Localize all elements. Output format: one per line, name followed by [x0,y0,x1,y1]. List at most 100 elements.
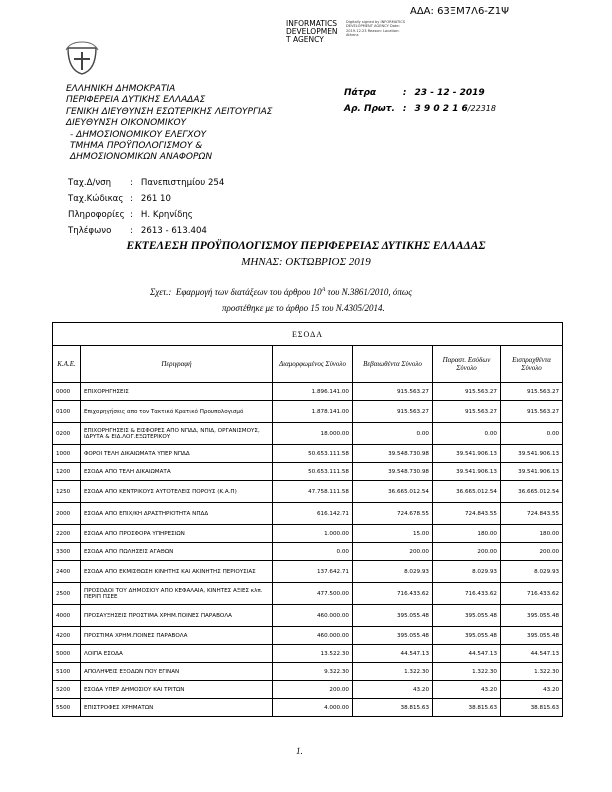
title: ΕΚΤΕΛΕΣΗ ΠΡΟΫΠΟΛΟΓΙΣΜΟΥ ΠΕΡΙΦΕΡΕΙΑΣ ΔΥΤΙ… [126,240,486,252]
amount: 477.500.00 [272,582,353,605]
amount: 915.563.27 [432,400,501,423]
column-header: Εισπραχθέντα Σύνολο [499,345,564,383]
issuer-line: ΠΕΡΙΦΕΡΕΙΑ ΔΥΤΙΚΗΣ ΕΛΛΑΔΑΣ [66,95,206,106]
amount: 1.322.30 [352,662,433,681]
amount: 39.541.906.13 [432,444,501,463]
code: 0000 [52,382,81,401]
amount: 137.642.71 [272,560,353,583]
amount: 38.815.63 [352,698,433,717]
reference-line: προστέθηκε με το άρθρο 15 του Ν.4305/201… [222,303,385,313]
section-title: ΕΣΟΔΑ [51,322,564,346]
amount: 724.843.55 [432,502,501,525]
date: 23 - 12 - 2019 [414,88,485,98]
table-row: 1200 ΕΣΟΔΑ ΑΠΟ ΤΕΛΗ ΔΙΚΑΙΩΜΑΤΑ 50.653.111.… [52,462,564,481]
description: ΑΠΟΛΗΨΕΙΣ ΕΞΟΔΩΝ ΠΟΥ ΕΓΙΝΑΝ [80,662,273,681]
amount: 1.878.141.00 [272,400,353,423]
issuer-line: ΔΙΕΥΘΥΝΣΗ ΟΙΚΟΝΟΜΙΚΟΥ [66,118,187,129]
date-protocol: Πάτρα : 23 - 12 - 2019 Αρ. Πρωτ. : 3 9 0… [342,84,504,118]
amount: 200.00 [499,542,564,561]
amount: 1.322.30 [432,662,501,681]
amount: 395.055.48 [352,626,433,645]
column-header: Διαμορφωμένος Σύνολο [272,345,353,383]
code: 4000 [52,604,81,627]
amount: 9.322.30 [272,662,353,681]
amount: 915.563.27 [352,382,433,401]
contact-row: Ταχ.Κώδικας:261 10 [68,192,224,206]
description: ΕΣΟΔΑ ΑΠΟ ΕΚΜΙΣΘΩΣΗ ΚΙΝΗΤΗΣ ΚΑΙ ΑΚΙΝΗΤΗΣ… [80,560,273,583]
ada-code: ΑΔΑ: 63ΞΜ7Λ6-Ζ1Ψ [410,6,509,17]
code: 2200 [52,524,81,543]
amount: 716.433.62 [432,582,501,605]
reference-text: Εφαρμογή των διατάξεων του άρθρου 10 [175,287,322,297]
table-row: 5200 ΕΣΟΔΑ ΥΠΕΡ ΔΗΜΟΣΙΟΥ ΚΑΙ ΤΡΙΤΩΝ 200.00… [52,680,564,699]
description: ΕΣΟΔΑ ΑΠΟ ΠΡΟΣΦΟΡΑ ΥΠΗΡΕΣΙΩΝ [80,524,273,543]
amount: 43.20 [499,680,564,699]
column-header: Κ.Α.Ε. [52,345,81,383]
table-row: 4000 ΠΡΟΣΑΥΞΗΣΕΙΣ ΠΡΟΣΤΙΜΑ ΧΡΗΜ.ΠΟΙΝΕΣ ΠΑ… [52,604,564,627]
contact-value: Πανεπιστημίου 254 [140,178,225,188]
stamp-line: DEVELOPMEN [286,27,338,36]
description: ΠΡΟΣΟΔΟΙ ΤΟΥ ΔΗΜΟΣΙΟΥ ΑΠΟ ΚΕΦΑΛΑΙΑ, ΚΙΝΗ… [80,582,273,605]
stamp-line: T AGENCY [286,35,324,44]
contact-label: Πληροφορίες [68,210,125,220]
table-row: 1250 ΕΣΟΔΑ ΑΠΟ ΚΕΝΤΡΙΚΟΥΣ ΑΥΤΟΤΕΛΕΙΣ ΠΟΡΟ… [52,480,564,503]
table-row: 2000 ΕΣΟΔΑ ΑΠΟ ΕΠΙΧ/ΚΗ ΔΡΑΣΤΗΡΙΟΤΗΤΑ ΝΠΔΔ… [52,502,564,525]
amount: 44.547.13 [499,644,564,663]
amount: 47.758.111.58 [272,480,353,503]
description: ΛΟΙΠΑ ΕΣΟΔΑ [80,644,273,663]
code: 4200 [52,626,81,645]
code: 2000 [52,502,81,525]
label: Πάτρα [344,88,377,98]
amount: 1.322.30 [499,662,564,681]
protocol-row: Αρ. Πρωτ. : 3 9 0 2 1 6/22318 [344,102,502,116]
issuer: ΕΛΛΗΝΙΚΗ ΔΗΜΟΚΡΑΤΙΑ ΠΕΡΙΦΕΡΕΙΑ ΔΥΤΙΚΗΣ ΕΛ… [66,84,273,164]
amount: 36.665.012.54 [352,480,433,503]
amount: 915.563.27 [432,382,501,401]
colon: : [402,88,407,98]
section-row: ΕΣΟΔΑ [51,322,564,346]
amount: 15.00 [352,524,433,543]
description: ΕΣΟΔΑ ΑΠΟ ΤΕΛΗ ΔΙΚΑΙΩΜΑΤΑ [80,462,273,481]
description: ΕΣΟΔΑ ΑΠΟ ΠΩΛΗΣΕΙΣ ΑΓΑΘΩΝ [80,542,273,561]
stamp-line: INFORMATICS [286,19,338,28]
amount: 50.653.111.58 [272,444,353,463]
column-header: Βεβαιωθέντα Σύνολο [352,345,433,383]
amount: 1.000.00 [272,524,353,543]
amount: 460.000.00 [272,626,353,645]
amount: 39.548.730.98 [352,444,433,463]
reference-line: Σχετ.: Εφαρμογή των διατάξεων του άρθρου… [150,282,412,300]
amount: 38.815.63 [499,698,564,717]
amount: 395.055.48 [432,626,501,645]
description: ΕΠΙΧΟΡΗΓΗΣΕΙΣ [80,382,273,401]
issuer-line: ΕΛΛΗΝΙΚΗ ΔΗΜΟΚΡΑΤΙΑ [66,84,176,94]
signature-note: Digitally signed by INFORMATICS DEVELOPM… [346,20,406,38]
description: ΠΡΟΣΤΙΜΑ ΧΡΗΜ.ΠΟΙΝΕΣ ΠΑΡΑΒΟΛΑ [80,626,273,645]
code: 1200 [52,462,81,481]
table-row: 5000 ΛΟΙΠΑ ΕΣΟΔΑ 13.522.30 44.547.13 44.547.… [52,644,564,663]
reference-label: Σχετ.: [150,287,172,297]
column-header-row: Κ.Α.Ε. Περιγραφή Διαμορφωμένος Σύνολο Βεβαι… [52,345,564,383]
code: 2400 [52,560,81,583]
code: 1000 [52,444,81,463]
code: 5500 [52,698,81,717]
amount: 0.00 [499,422,564,445]
amount: 8.029.93 [352,560,433,583]
date-row: Πάτρα : 23 - 12 - 2019 [344,86,502,100]
contact-row: Πληροφορίες: Η. Κρηνίδης [68,208,224,222]
superscript: Α [321,287,326,293]
code: 5000 [52,644,81,663]
reference: Σχετ.: Εφαρμογή των διατάξεων του άρθρου… [150,282,412,316]
revenue-table: ΕΣΟΔΑ Κ.Α.Ε. Περιγραφή Διαμορφωμένος Σύνολ… [51,322,564,717]
contact-row: Ταχ.Δ/νση: Πανεπιστημίου 254 [68,176,224,190]
issuer-line: ΓΕΝΙΚΗ ΔΙΕΥΘΥΝΣΗ ΕΣΩΤΕΡΙΚΗΣ ΛΕΙΤΟΥΡΓΙΑΣ [66,106,273,117]
code: 0100 [52,400,81,423]
amount: 395.055.48 [352,604,433,627]
table-row: 0200 ΕΠΙΧΟΡΗΓΗΣΕΙΣ & ΕΙΣΦΟΡΕΣ ΑΠΟ ΝΠΔΔ, Ν… [52,422,564,445]
emblem [65,41,99,75]
code: 1250 [52,480,81,503]
number: 3 9 0 2 1 6 [414,104,468,114]
colon: : [402,104,407,114]
colon: : [130,226,133,236]
